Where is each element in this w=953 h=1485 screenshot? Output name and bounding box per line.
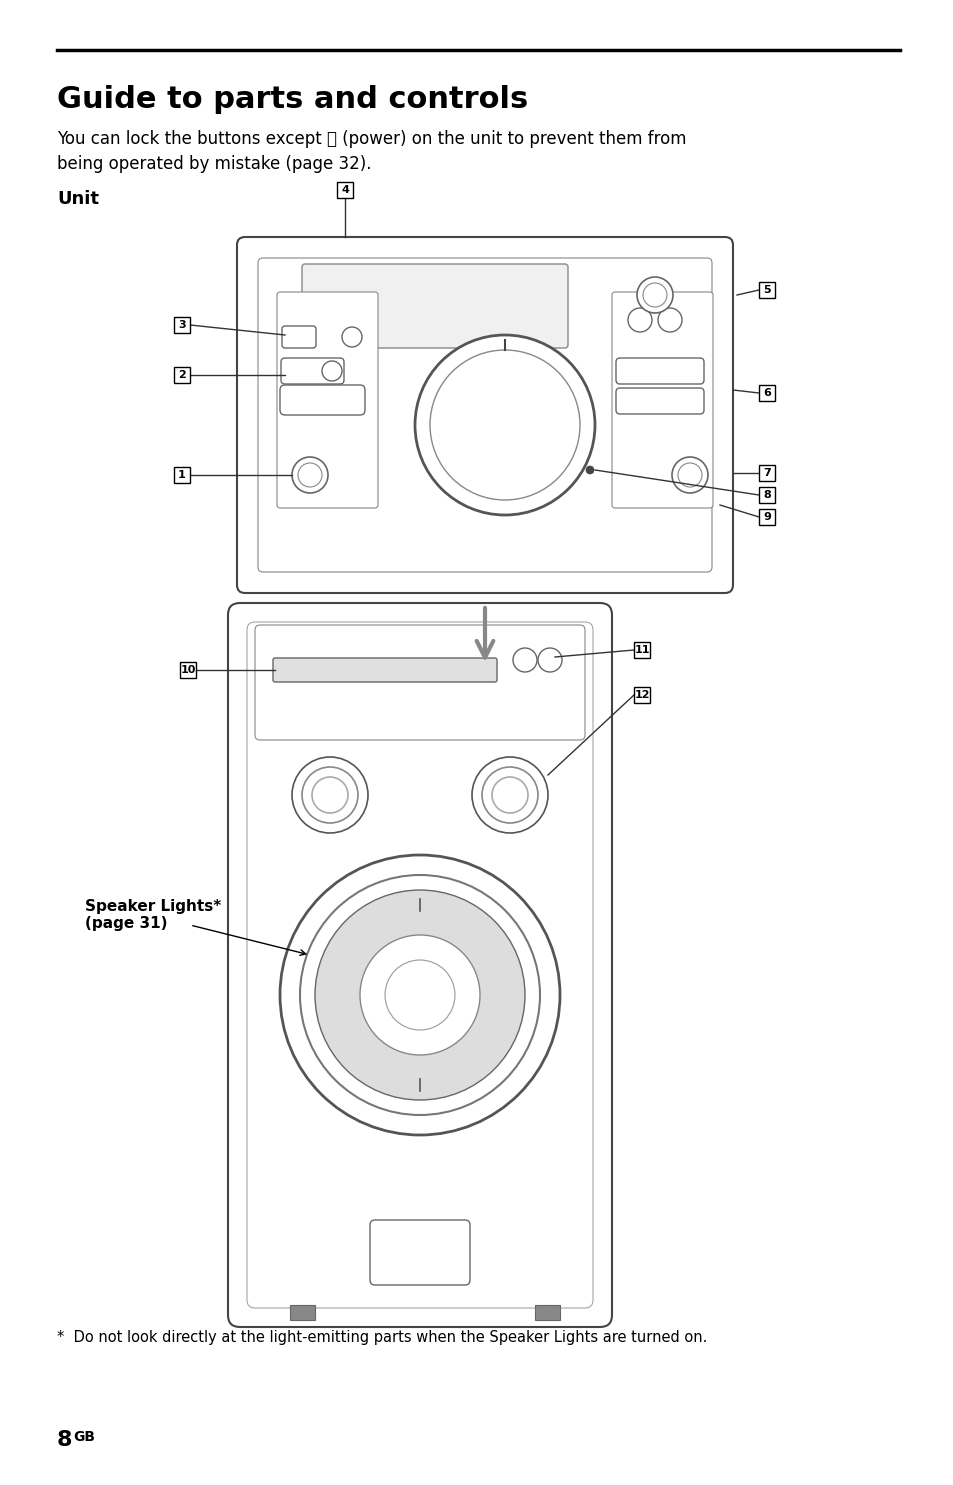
Text: 11: 11 — [634, 644, 649, 655]
FancyBboxPatch shape — [616, 388, 703, 414]
FancyBboxPatch shape — [173, 367, 190, 383]
Circle shape — [472, 757, 547, 833]
FancyBboxPatch shape — [257, 258, 711, 572]
Text: 1: 1 — [178, 469, 186, 480]
Circle shape — [585, 466, 594, 474]
FancyBboxPatch shape — [180, 662, 195, 679]
Circle shape — [658, 307, 681, 333]
Text: 7: 7 — [762, 468, 770, 478]
Circle shape — [292, 757, 368, 833]
Text: You can lock the buttons except ⏻ (power) on the unit to prevent them from: You can lock the buttons except ⏻ (power… — [57, 131, 686, 148]
FancyBboxPatch shape — [759, 465, 774, 481]
Circle shape — [292, 457, 328, 493]
FancyBboxPatch shape — [282, 327, 315, 347]
Text: Speaker Lights*
(page 31): Speaker Lights* (page 31) — [85, 898, 221, 931]
FancyBboxPatch shape — [370, 1221, 470, 1285]
Circle shape — [385, 959, 455, 1031]
Circle shape — [359, 936, 479, 1054]
FancyBboxPatch shape — [616, 358, 703, 385]
FancyBboxPatch shape — [173, 316, 190, 333]
Bar — [535, 1305, 559, 1320]
FancyBboxPatch shape — [759, 487, 774, 503]
Circle shape — [513, 647, 537, 673]
Circle shape — [671, 457, 707, 493]
Text: 12: 12 — [634, 691, 649, 699]
Circle shape — [627, 307, 651, 333]
Circle shape — [297, 463, 322, 487]
Text: 6: 6 — [762, 388, 770, 398]
Circle shape — [642, 284, 666, 307]
Bar — [290, 1305, 314, 1320]
FancyBboxPatch shape — [759, 509, 774, 526]
FancyBboxPatch shape — [173, 466, 190, 483]
Text: 8: 8 — [762, 490, 770, 500]
Text: 3: 3 — [178, 319, 186, 330]
FancyBboxPatch shape — [759, 385, 774, 401]
Text: 9: 9 — [762, 512, 770, 523]
Circle shape — [314, 890, 524, 1100]
FancyBboxPatch shape — [336, 183, 353, 198]
FancyBboxPatch shape — [634, 642, 649, 658]
FancyBboxPatch shape — [236, 238, 732, 593]
FancyBboxPatch shape — [634, 688, 649, 702]
Text: GB: GB — [73, 1430, 95, 1443]
Circle shape — [678, 463, 701, 487]
Text: 5: 5 — [762, 285, 770, 296]
Text: being operated by mistake (page 32).: being operated by mistake (page 32). — [57, 154, 371, 172]
FancyBboxPatch shape — [247, 622, 593, 1308]
Text: *  Do not look directly at the light-emitting parts when the Speaker Lights are : * Do not look directly at the light-emit… — [57, 1331, 706, 1345]
Circle shape — [341, 327, 361, 347]
FancyBboxPatch shape — [254, 625, 584, 740]
Text: 8: 8 — [57, 1430, 72, 1449]
FancyBboxPatch shape — [302, 264, 567, 347]
Circle shape — [280, 855, 559, 1135]
FancyBboxPatch shape — [273, 658, 497, 682]
Circle shape — [322, 361, 341, 382]
Circle shape — [492, 777, 527, 812]
Text: Guide to parts and controls: Guide to parts and controls — [57, 85, 528, 114]
FancyBboxPatch shape — [276, 293, 377, 508]
Circle shape — [537, 647, 561, 673]
FancyBboxPatch shape — [612, 293, 712, 508]
Circle shape — [637, 278, 672, 313]
Circle shape — [299, 875, 539, 1115]
FancyBboxPatch shape — [281, 358, 344, 385]
FancyBboxPatch shape — [759, 282, 774, 298]
Circle shape — [312, 777, 348, 812]
Text: Unit: Unit — [57, 190, 99, 208]
Circle shape — [481, 766, 537, 823]
Circle shape — [415, 336, 595, 515]
Text: 4: 4 — [341, 186, 349, 195]
Circle shape — [430, 350, 579, 500]
Text: 10: 10 — [180, 665, 195, 676]
FancyBboxPatch shape — [228, 603, 612, 1328]
FancyBboxPatch shape — [280, 385, 365, 414]
Text: 2: 2 — [178, 370, 186, 380]
Circle shape — [302, 766, 357, 823]
